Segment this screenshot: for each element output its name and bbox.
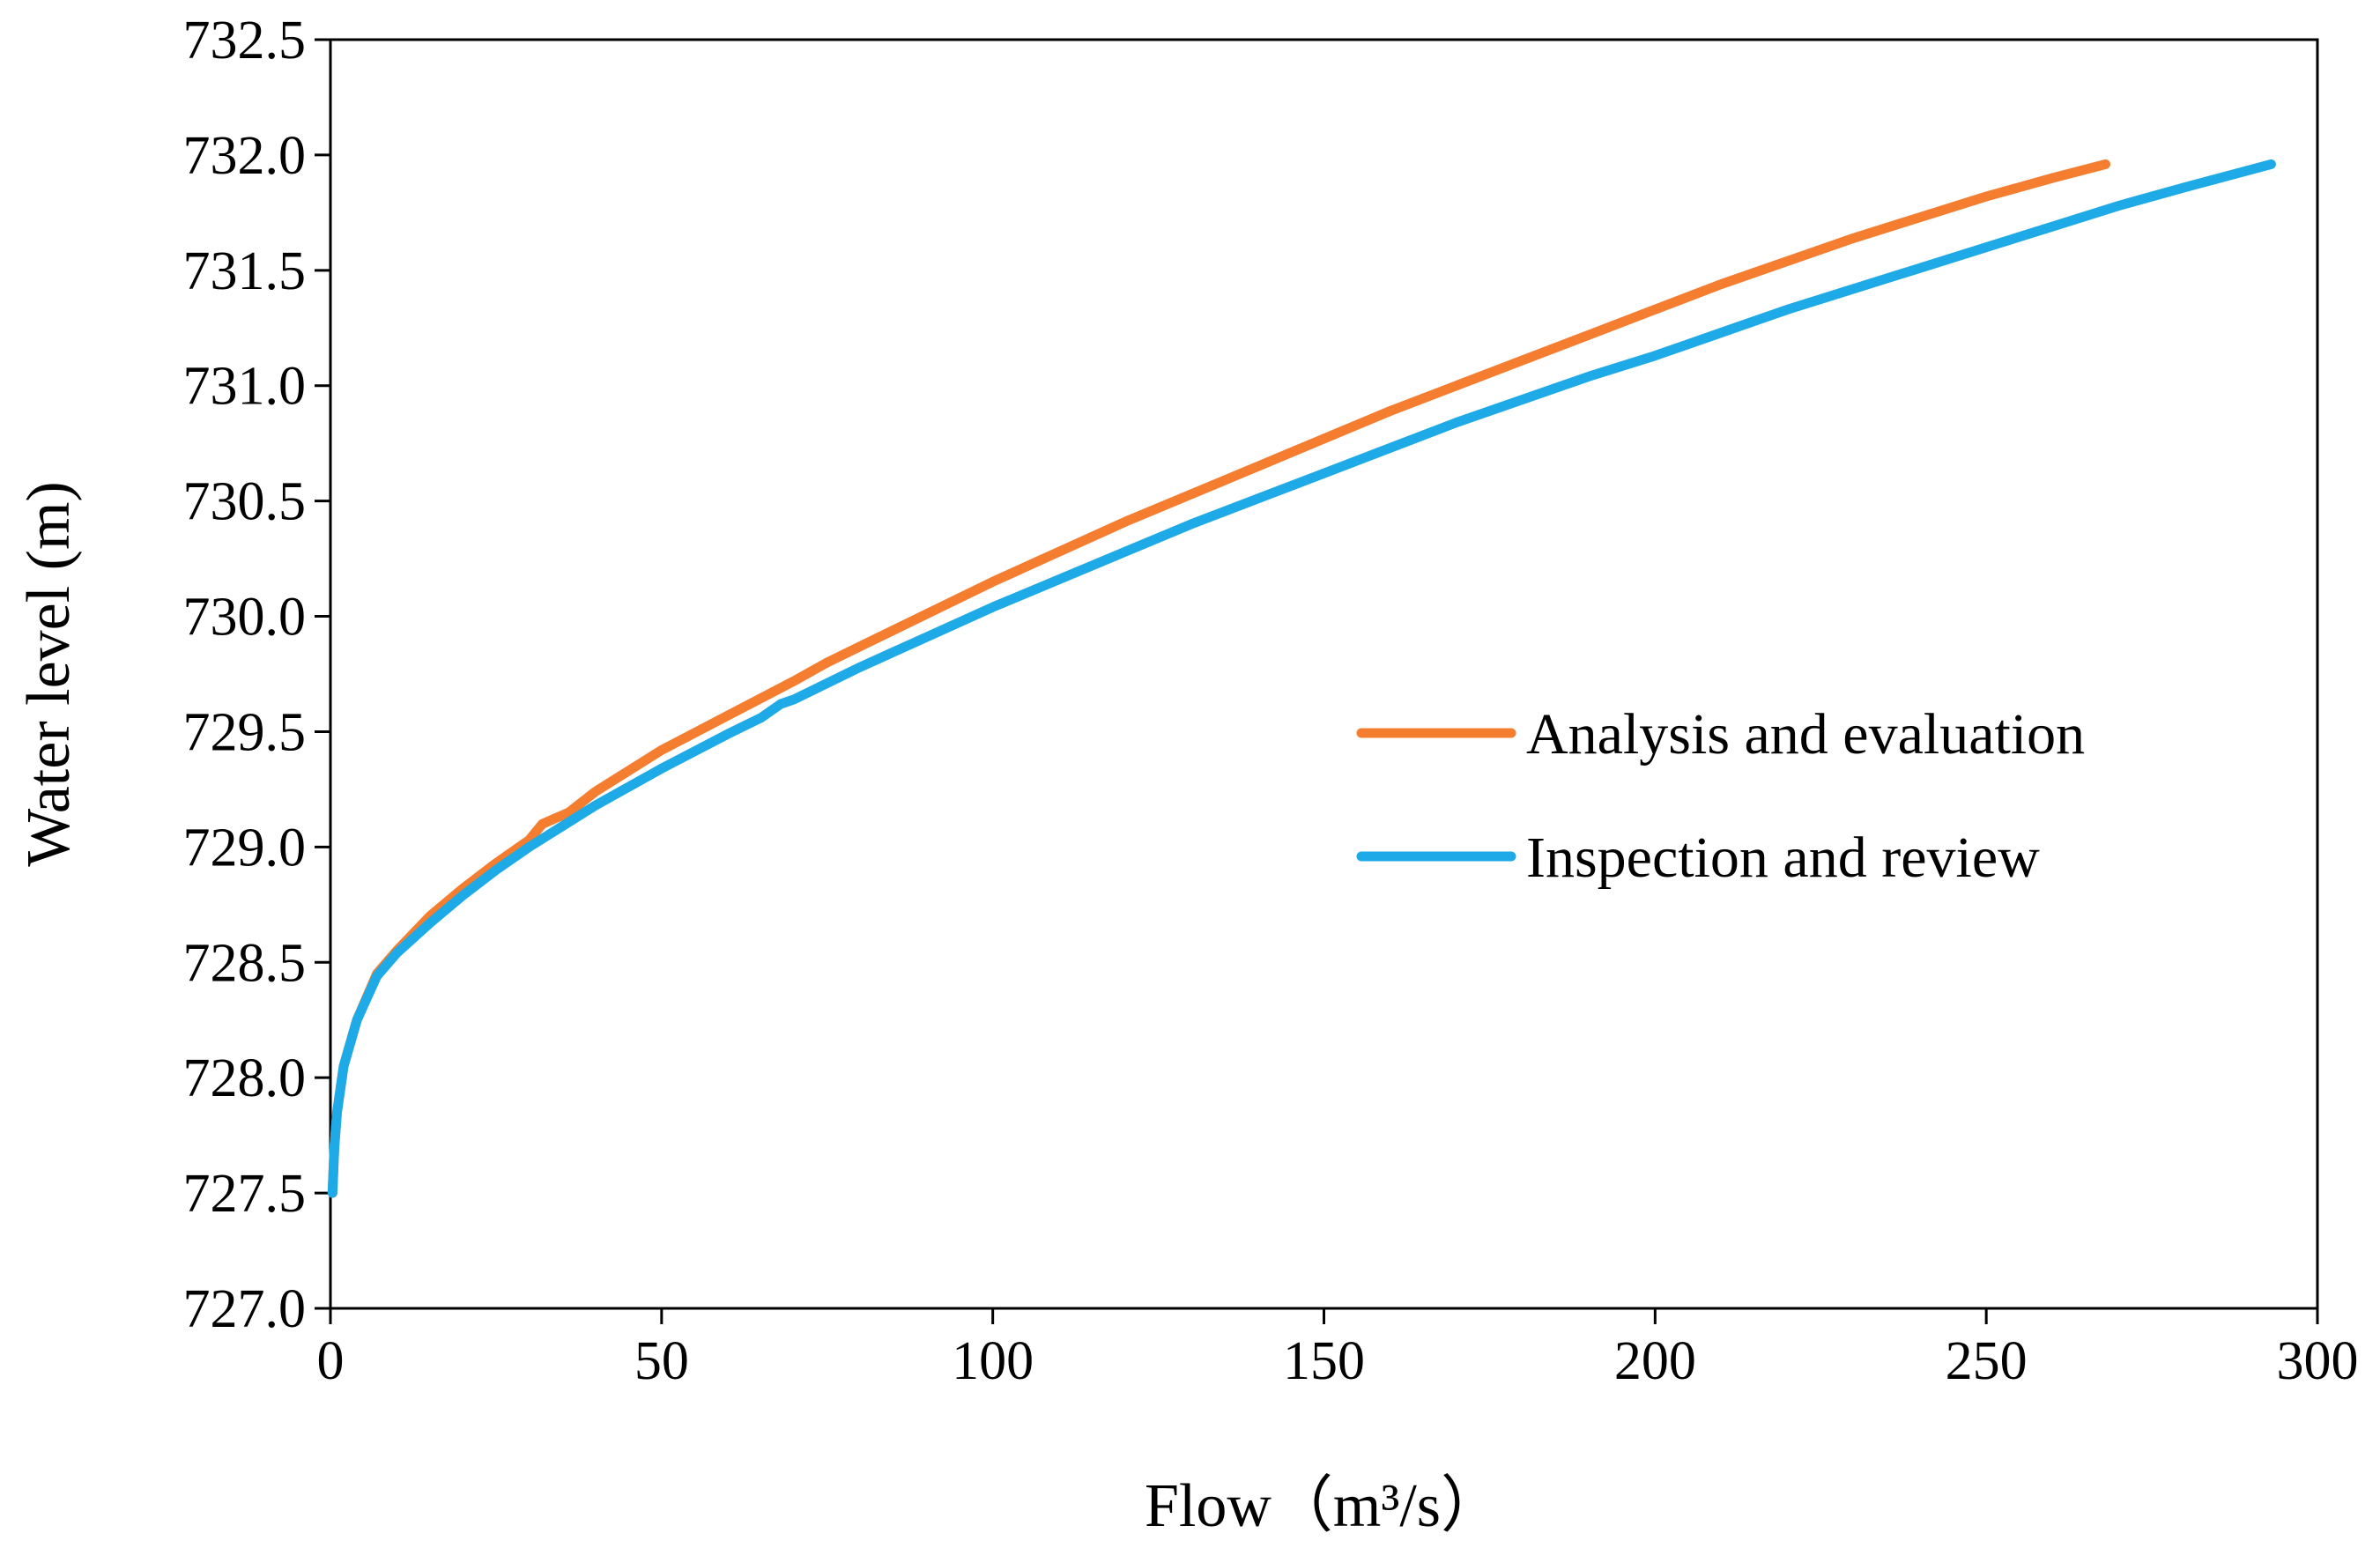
y-tick-label: 729.5 (183, 702, 307, 762)
legend-label-analysis: Analysis and evaluation (1526, 702, 2085, 767)
y-tick-label: 727.0 (183, 1279, 307, 1339)
legend: Analysis and evaluation Inspection and r… (1356, 702, 2085, 890)
y-tick-label: 731.5 (183, 241, 307, 301)
legend-label-inspection: Inspection and review (1526, 826, 2040, 890)
y-axis-title: Water level (m) (15, 481, 83, 866)
series-layer (327, 159, 2276, 1198)
plot-area (329, 38, 2319, 1310)
x-tick-label: 300 (2277, 1331, 2359, 1391)
x-axis: 0 50 100 150 200 250 300 (317, 1308, 2359, 1391)
y-tick-label: 730.0 (183, 588, 307, 648)
x-tick-label: 0 (317, 1331, 345, 1391)
x-tick-label: 50 (634, 1331, 689, 1391)
y-tick-label: 728.5 (183, 933, 307, 993)
x-tick-label: 100 (952, 1331, 1034, 1391)
y-tick-label: 732.5 (183, 11, 307, 70)
x-tick-label: 250 (1946, 1331, 2028, 1391)
y-axis: 727.0 727.5 728.0 728.5 729.0 729.5 730.0 730.5… (183, 11, 330, 1339)
y-tick-label: 727.5 (183, 1164, 307, 1224)
x-tick-label: 150 (1283, 1331, 1365, 1391)
y-tick-label: 728.0 (183, 1048, 307, 1108)
series-line-inspection-and-review (327, 159, 2276, 1198)
y-tick-label: 732.0 (183, 126, 307, 186)
y-tick-label: 729.0 (183, 818, 307, 878)
y-tick-label: 731.0 (183, 357, 307, 417)
y-tick-label: 730.5 (183, 472, 307, 532)
x-axis-title: Flow（m³/s） (1145, 1472, 1502, 1540)
x-tick-label: 200 (1614, 1331, 1696, 1391)
